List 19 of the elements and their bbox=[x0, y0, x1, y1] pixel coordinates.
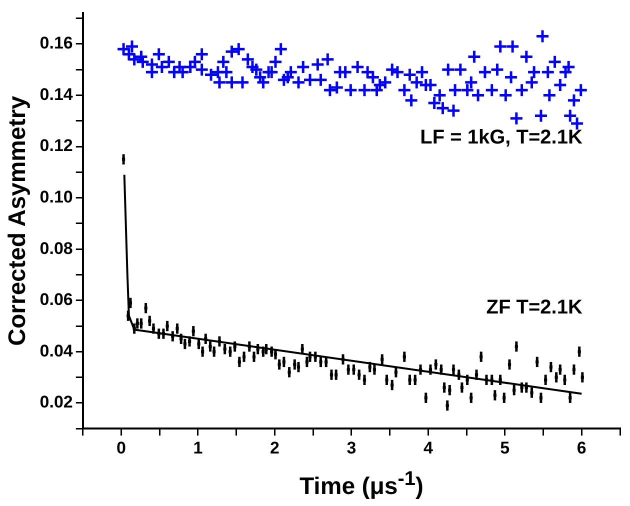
x-axis-title: Time (μs$^{-1}$) bbox=[298, 468, 425, 501]
x-tick-label: 5 bbox=[500, 438, 510, 458]
y-axis-title: Corrected Asymmetry bbox=[4, 95, 32, 346]
y-tick-label: 0.10 bbox=[40, 188, 73, 207]
y-tick-label: 0.06 bbox=[40, 290, 73, 310]
x-tick-label: 3 bbox=[346, 438, 356, 458]
y-tick-label: 0.02 bbox=[40, 392, 73, 412]
x-tick-label: 2 bbox=[270, 438, 280, 458]
y-tick-label: 0.04 bbox=[40, 341, 74, 360]
annotation: LF = 1kG, T=2.1K bbox=[420, 126, 583, 148]
x-tick-label: 1 bbox=[193, 438, 203, 458]
y-tick-label: 0.16 bbox=[40, 34, 73, 53]
x-tick-label: 4 bbox=[423, 438, 434, 458]
y-tick-label: 0.08 bbox=[40, 238, 73, 258]
y-tick-label: 0.12 bbox=[40, 136, 73, 156]
x-tick-label: 6 bbox=[576, 438, 586, 458]
annotation: ZF T=2.1K bbox=[486, 296, 583, 319]
x-tick-label: 0 bbox=[116, 438, 126, 458]
y-tick-label: 0.14 bbox=[40, 84, 74, 104]
